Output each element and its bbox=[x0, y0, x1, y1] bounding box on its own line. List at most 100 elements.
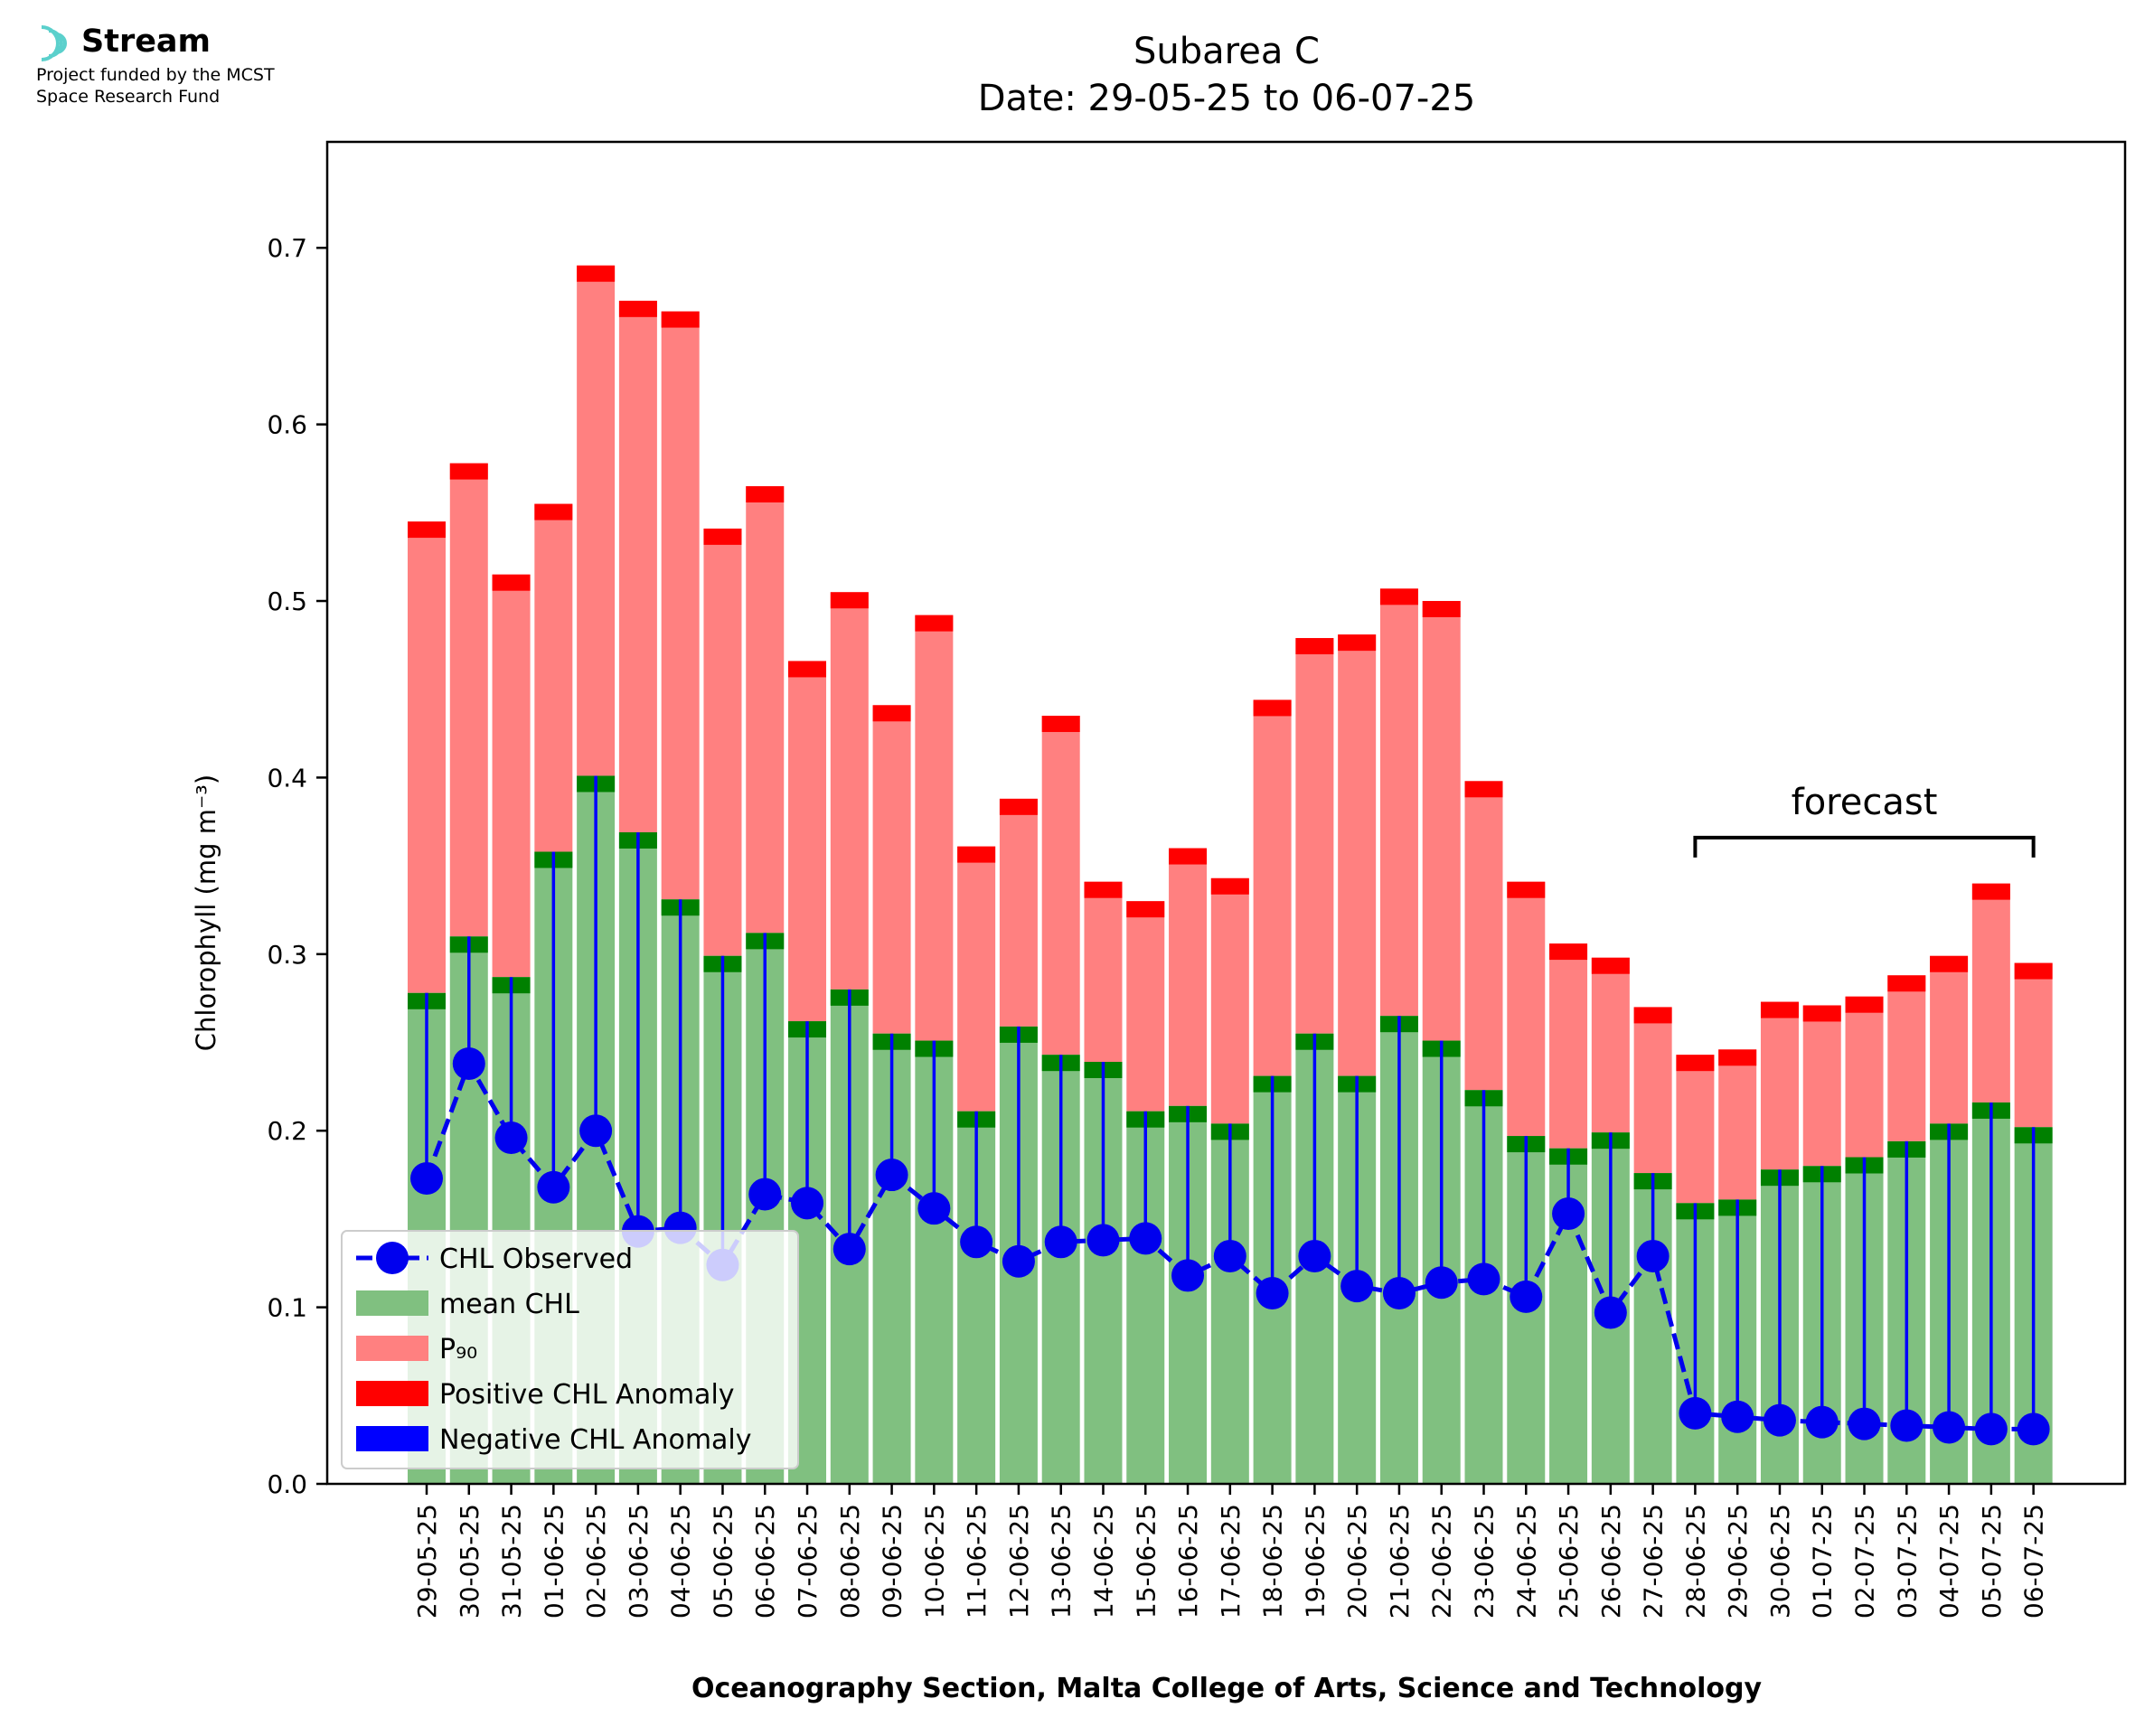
x-tick-label: 04-07-25 bbox=[1934, 1504, 1964, 1619]
x-tick-label: 28-06-25 bbox=[1680, 1504, 1710, 1619]
p90-cap bbox=[1718, 1049, 1757, 1066]
chl-observed-point bbox=[748, 1178, 782, 1211]
p90-bar bbox=[492, 574, 531, 978]
x-tick-label: 08-06-25 bbox=[835, 1504, 865, 1619]
y-tick-label: 0.0 bbox=[267, 1469, 307, 1499]
logo-name: Stream bbox=[81, 23, 212, 60]
stream-logo-icon bbox=[41, 25, 67, 61]
x-tick-label: 14-06-25 bbox=[1088, 1504, 1118, 1619]
legend-label: P₉₀ bbox=[439, 1334, 477, 1365]
p90-cap bbox=[1084, 881, 1123, 898]
legend-mean-chl: mean CHL bbox=[356, 1289, 579, 1320]
legend-label: mean CHL bbox=[439, 1289, 579, 1320]
legend: CHL Observed mean CHL P₉₀ Positive CHL Anom… bbox=[341, 1230, 799, 1469]
p90-cap bbox=[618, 300, 657, 317]
p90-cap bbox=[1126, 901, 1165, 918]
p90-bar bbox=[1338, 634, 1377, 1076]
y-axis-label: Chlorophyll (mg m⁻³) bbox=[191, 774, 221, 1051]
chl-observed-point bbox=[875, 1159, 908, 1192]
legend-color-swatch bbox=[356, 1290, 428, 1316]
x-tick-label: 18-06-25 bbox=[1258, 1504, 1288, 1619]
chl-observed-point bbox=[1594, 1296, 1627, 1329]
x-tick-label: 11-06-25 bbox=[962, 1504, 992, 1619]
p90-bar bbox=[1549, 943, 1588, 1149]
chl-observed-point bbox=[1721, 1400, 1754, 1433]
x-tick-label: 31-05-25 bbox=[497, 1504, 527, 1619]
p90-bar bbox=[957, 846, 996, 1112]
logo-funding-line-2: Space Research Fund bbox=[36, 87, 221, 107]
forecast-annotation: forecast bbox=[1693, 782, 2036, 858]
p90-bar bbox=[1210, 877, 1249, 1124]
p90-bar bbox=[1718, 1049, 1757, 1200]
p90-bar bbox=[1295, 638, 1334, 1034]
y-tick-label: 0.3 bbox=[267, 940, 307, 970]
x-tick-label: 03-06-25 bbox=[624, 1504, 654, 1619]
p90-bar bbox=[872, 705, 911, 1034]
p90-cap bbox=[1930, 955, 1969, 972]
x-tick-label: 27-06-25 bbox=[1639, 1504, 1669, 1619]
p90-bar bbox=[408, 521, 446, 993]
y-tick-label: 0.5 bbox=[267, 586, 307, 616]
chl-observed-point bbox=[791, 1187, 824, 1220]
plot-frame bbox=[325, 140, 2127, 1486]
p90-cap bbox=[2014, 962, 2053, 980]
x-tick-label: 06-07-25 bbox=[2019, 1504, 2049, 1619]
p90-bar bbox=[1802, 1005, 1841, 1167]
chl-observed-point bbox=[1382, 1276, 1416, 1309]
chl-observed-point bbox=[410, 1161, 443, 1195]
p90-bar bbox=[661, 311, 700, 900]
p90-bar bbox=[1507, 881, 1546, 1137]
chl-observed-point bbox=[1890, 1409, 1924, 1442]
legend-chl-observed: CHL Observed bbox=[356, 1242, 633, 1275]
p90-bar bbox=[577, 265, 616, 776]
chl-observed-point bbox=[1256, 1276, 1289, 1309]
forecast-bracket bbox=[1693, 835, 2036, 858]
y-tick-label: 0.7 bbox=[267, 233, 307, 263]
chl-observed-point bbox=[1763, 1403, 1796, 1437]
p90-bar bbox=[618, 300, 657, 832]
chart-title: Subarea C bbox=[1133, 31, 1320, 72]
x-tick-label: 19-06-25 bbox=[1300, 1504, 1330, 1619]
chl-observed-point bbox=[1044, 1225, 1077, 1259]
chl-observed-point bbox=[1340, 1270, 1374, 1303]
p90-cap bbox=[1591, 957, 1630, 974]
p90-bar bbox=[830, 592, 869, 990]
chl-observed-point bbox=[579, 1114, 613, 1148]
p90-bar bbox=[1169, 848, 1208, 1106]
p90-bar bbox=[788, 661, 827, 1022]
legend-label: CHL Observed bbox=[439, 1243, 633, 1275]
y-tick-label: 0.1 bbox=[267, 1293, 307, 1323]
p90-cap bbox=[1760, 1001, 1799, 1018]
p90-bar bbox=[1760, 1001, 1799, 1170]
p90-bar bbox=[1971, 883, 2010, 1103]
x-tick-label: 25-06-25 bbox=[1554, 1504, 1584, 1619]
p90-cap bbox=[872, 705, 911, 722]
p90-bar bbox=[1633, 1007, 1672, 1174]
p90-bar bbox=[915, 615, 954, 1041]
p90-bar bbox=[1253, 699, 1292, 1076]
p90-cap bbox=[1633, 1007, 1672, 1024]
p90-cap bbox=[408, 521, 446, 539]
legend-box bbox=[341, 1230, 799, 1469]
chl-observed-point bbox=[1129, 1222, 1162, 1255]
p90-cap bbox=[746, 486, 785, 502]
p90-cap bbox=[830, 592, 869, 609]
anomaly-stems-layer bbox=[425, 775, 2036, 1430]
y-axis: 0.0 0.1 0.2 0.3 0.4 0.5 0.6 0.7 bbox=[267, 233, 327, 1499]
p90-cap bbox=[449, 463, 488, 480]
x-tick-label: 15-06-25 bbox=[1131, 1504, 1161, 1619]
chl-observed-point bbox=[1805, 1405, 1839, 1439]
p90-bar bbox=[1845, 996, 1884, 1158]
x-tick-label: 23-06-25 bbox=[1470, 1504, 1500, 1619]
p90-bar bbox=[534, 503, 573, 852]
x-tick-label: 04-06-25 bbox=[666, 1504, 696, 1619]
x-tick-label: 26-06-25 bbox=[1596, 1504, 1626, 1619]
x-tick-label: 13-06-25 bbox=[1047, 1504, 1077, 1619]
p90-cap bbox=[1169, 848, 1208, 865]
p90-cap bbox=[1802, 1005, 1841, 1022]
p90-cap bbox=[1507, 881, 1546, 898]
chl-observed-point bbox=[1086, 1224, 1120, 1257]
p90-bar bbox=[1126, 901, 1165, 1112]
p90-bar bbox=[1676, 1055, 1715, 1204]
p90-bar bbox=[1084, 881, 1123, 1063]
